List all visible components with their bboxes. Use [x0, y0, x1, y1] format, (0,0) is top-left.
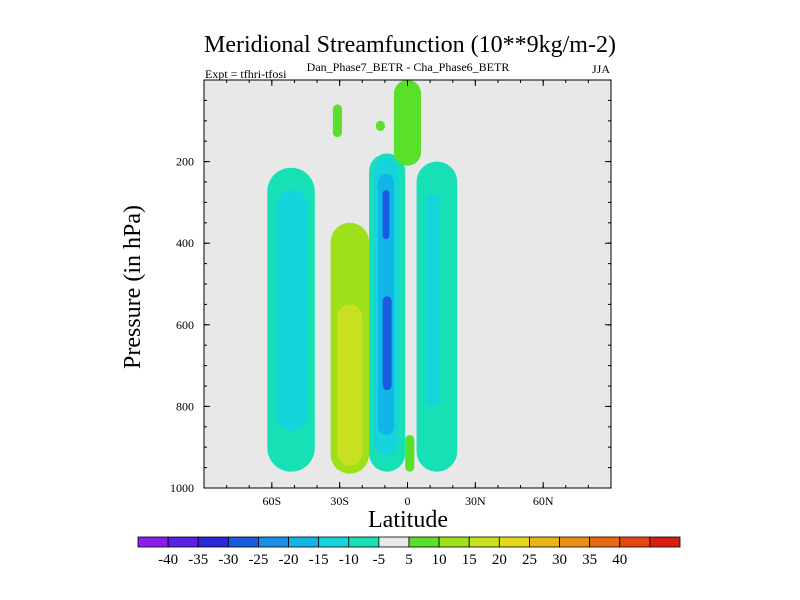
colorbar-swatch — [559, 536, 591, 548]
contour-upper-blob-1 — [332, 104, 342, 138]
y-tick-label: 400 — [176, 236, 194, 250]
colorbar-label: 35 — [582, 552, 597, 568]
contour-lower-blob-eq — [405, 434, 415, 472]
colorbar-label: -5 — [373, 552, 386, 568]
subtitle-center: Dan_Phase7_BETR - Cha_Phase6_BETR — [307, 60, 510, 74]
contour-cell-c-core-upper — [382, 190, 390, 240]
subtitle-left: Expt = tfhri-tfosi — [205, 67, 287, 81]
contour-regions — [267, 80, 458, 474]
colorbar-swatch — [529, 536, 560, 548]
y-tick-label: 600 — [176, 318, 194, 332]
colorbar-swatch — [258, 536, 289, 548]
colorbar-swatch — [438, 536, 470, 548]
y-tick-label: 1000 — [170, 481, 194, 495]
contour-cell-c-core-lower — [382, 296, 392, 391]
contour-upper-blob-2 — [393, 80, 422, 166]
colorbar-swatch — [197, 536, 229, 548]
colorbar-swatch — [378, 536, 410, 548]
colorbar-swatch — [137, 536, 169, 548]
colorbar-swatch — [348, 536, 380, 548]
x-tick-label: 0 — [405, 494, 411, 508]
colorbar-label: 25 — [522, 552, 537, 568]
x-tick-label: 60N — [533, 494, 554, 508]
colorbar: -40 -35 -30 -25 -20 -15 -10 -5 5 10 15 20 25 30 35 40 — [137, 536, 681, 568]
contour-cell-b-inner — [337, 304, 363, 466]
colorbar-label: -40 — [158, 552, 178, 568]
colorbar-swatch — [649, 536, 681, 548]
colorbar-swatch — [167, 536, 199, 548]
colorbar-label: 15 — [462, 552, 477, 568]
contour-cell-d-inner — [425, 194, 440, 407]
colorbar-label: 20 — [492, 552, 507, 568]
colorbar-label: 10 — [432, 552, 447, 568]
colorbar-swatch — [589, 536, 621, 548]
x-tick-label: 60S — [262, 494, 281, 508]
contour-upper-blob-3 — [375, 120, 385, 131]
colorbar-swatch — [498, 536, 530, 548]
axis-ticks: 60S 30S 0 30N 60N 200 400 600 800 1000 — [170, 79, 612, 508]
colorbar-label: -20 — [279, 552, 299, 568]
colorbar-label: 40 — [612, 552, 627, 568]
colorbar-label: -30 — [218, 552, 238, 568]
colorbar-label: 30 — [552, 552, 567, 568]
y-tick-label: 200 — [176, 155, 194, 169]
y-tick-label: 800 — [176, 399, 194, 413]
subtitle-right: JJA — [592, 62, 610, 76]
y-axis-label: Pressure (in hPa) — [120, 205, 146, 369]
colorbar-label: -10 — [339, 552, 359, 568]
colorbar-swatch — [227, 536, 259, 548]
x-axis-label: Latitude — [368, 507, 448, 533]
colorbar-swatch — [619, 536, 651, 548]
colorbar-label: -25 — [248, 552, 268, 568]
x-tick-label: 30N — [465, 494, 486, 508]
chart-title: Meridional Streamfunction (10**9kg/m-2) — [204, 32, 616, 58]
colorbar-swatch — [408, 536, 440, 548]
contour-cell-a-inner — [276, 190, 309, 431]
colorbar-swatch — [318, 536, 350, 548]
colorbar-swatch — [288, 536, 320, 548]
colorbar-label: 5 — [405, 552, 413, 568]
colorbar-label: -15 — [309, 552, 329, 568]
x-tick-label: 30S — [330, 494, 349, 508]
colorbar-label: -35 — [188, 552, 208, 568]
colorbar-swatch — [468, 536, 500, 548]
